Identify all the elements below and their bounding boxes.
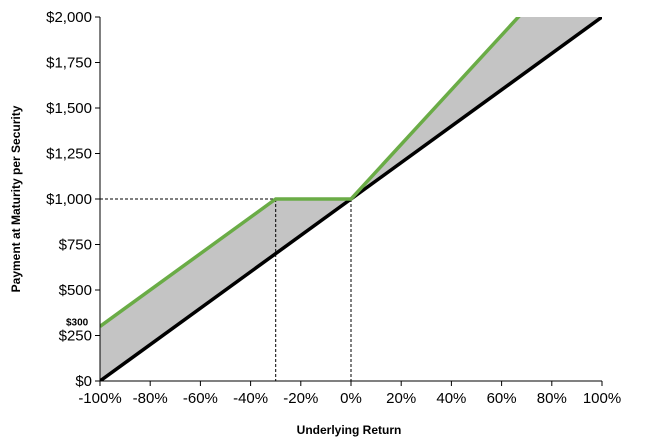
x-tick-label: -40% xyxy=(233,390,268,407)
y-tick-label: $1,750 xyxy=(46,55,92,72)
x-tick-label: -60% xyxy=(183,390,218,407)
x-axis-title: Underlying Return xyxy=(297,423,402,437)
y-tick-label: $1,000 xyxy=(46,191,92,208)
shaded-region xyxy=(100,17,602,381)
y-tick-label: $500 xyxy=(59,282,92,299)
y-tick-label: $0 xyxy=(75,373,92,390)
x-tick-label: 0% xyxy=(340,390,362,407)
y-tick-label: $2,000 xyxy=(46,9,92,26)
x-tick-label: 60% xyxy=(487,390,517,407)
x-tick-label: 80% xyxy=(537,390,567,407)
y-tick-label: $250 xyxy=(59,328,92,345)
x-tick-label: -100% xyxy=(78,390,121,407)
annotation-label: $300 xyxy=(66,317,89,328)
x-tick-label: -80% xyxy=(133,390,168,407)
y-axis-title: Payment at Maturity per Security xyxy=(9,105,23,292)
x-tick-label: -20% xyxy=(283,390,318,407)
y-tick-label: $1,250 xyxy=(46,146,92,163)
y-tick-label: $1,500 xyxy=(46,100,92,117)
x-tick-label: 20% xyxy=(386,390,416,407)
x-tick-label: 40% xyxy=(436,390,466,407)
x-tick-label: 100% xyxy=(583,390,621,407)
y-tick-label: $750 xyxy=(59,237,92,254)
series-line-security xyxy=(100,17,521,328)
